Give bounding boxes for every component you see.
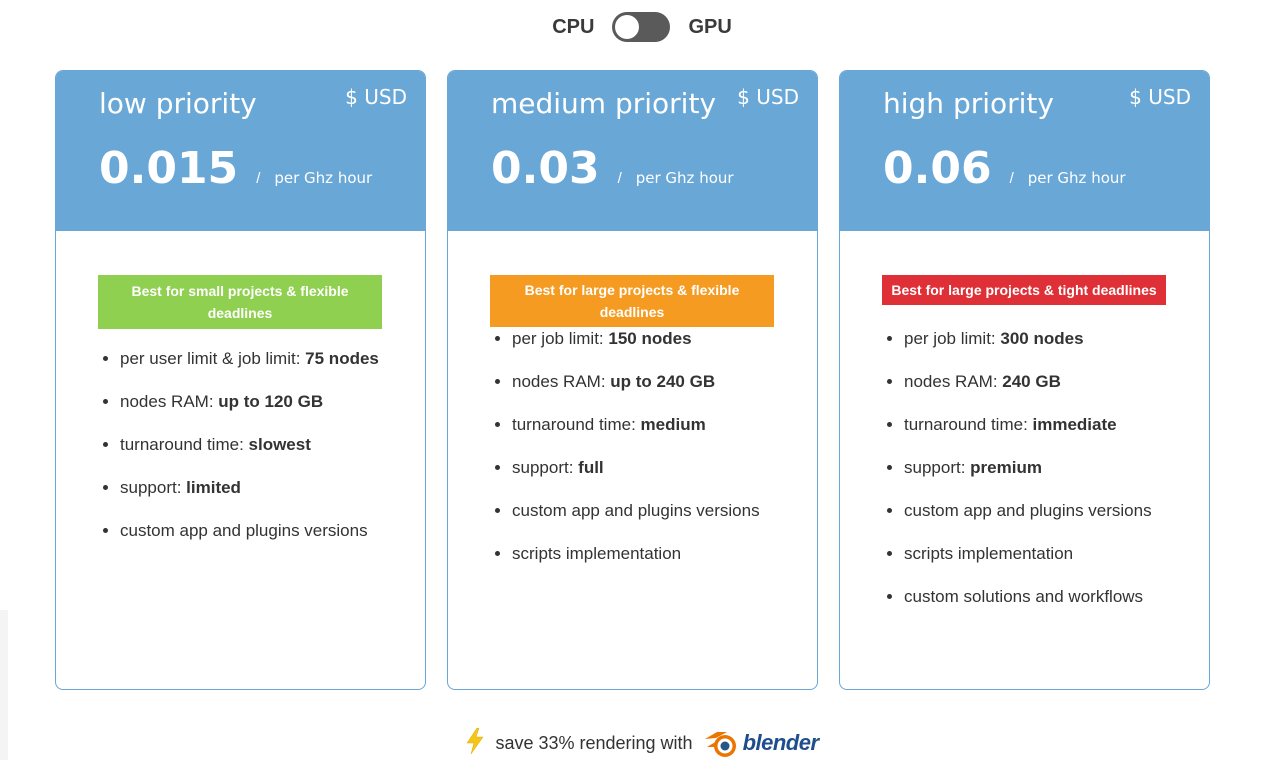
feature-list: per job limit: 300 nodes nodes RAM: 240 … [904,328,1164,629]
toggle-label-cpu: CPU [552,15,595,38]
feature-item: nodes RAM: 240 GB [904,371,1164,392]
plan-price: 0.03 [491,143,600,194]
lightning-bolt-icon [465,727,485,759]
feature-item: scripts implementation [512,543,772,564]
plan-card-low: low priority $ USD 0.015 / per Ghz hour … [55,70,426,690]
cpu-gpu-switch[interactable] [612,12,671,42]
price-slash: / [617,170,622,187]
blender-promo[interactable]: save 33% rendering with blender [0,727,1284,759]
feature-item: nodes RAM: up to 240 GB [512,371,772,392]
switch-knob [615,15,640,39]
feature-item: turnaround time: slowest [120,434,380,455]
page-edge-shadow [0,610,8,760]
price-slash: / [1009,170,1014,187]
feature-item: custom solutions and workflows [904,586,1164,607]
price-unit: per Ghz hour [1027,169,1126,187]
blender-wordmark: blender [742,730,819,755]
feature-item: nodes RAM: up to 120 GB [120,391,380,412]
cpu-gpu-toggle-row: CPU GPU [0,12,1284,42]
blender-logo-icon [704,732,736,757]
price-slash: / [256,170,261,187]
price-row: 0.03 / per Ghz hour [491,143,734,194]
feature-list: per user limit & job limit: 75 nodes nod… [120,348,380,563]
plan-header: low priority $ USD 0.015 / per Ghz hour [56,71,425,231]
plan-name: low priority [99,87,257,120]
plan-currency: $ USD [345,85,407,109]
feature-item: turnaround time: immediate [904,414,1164,435]
plan-badge: Best for small projects & flexible deadl… [98,275,382,329]
plan-price: 0.015 [99,143,239,194]
plan-header: high priority $ USD 0.06 / per Ghz hour [840,71,1209,231]
plan-header: medium priority $ USD 0.03 / per Ghz hou… [448,71,817,231]
plan-currency: $ USD [737,85,799,109]
toggle-label-gpu: GPU [688,15,732,38]
feature-item: per job limit: 300 nodes [904,328,1164,349]
plan-name: medium priority [491,87,717,120]
plan-card-high: high priority $ USD 0.06 / per Ghz hour … [839,70,1210,690]
feature-item: support: premium [904,457,1164,478]
plan-card-medium: medium priority $ USD 0.03 / per Ghz hou… [447,70,818,690]
feature-list: per job limit: 150 nodes nodes RAM: up t… [512,328,772,586]
price-row: 0.015 / per Ghz hour [99,143,372,194]
plan-currency: $ USD [1129,85,1191,109]
feature-item: per job limit: 150 nodes [512,328,772,349]
feature-item: per user limit & job limit: 75 nodes [120,348,380,369]
price-row: 0.06 / per Ghz hour [883,143,1126,194]
plan-name: high priority [883,87,1054,120]
plan-price: 0.06 [883,143,992,194]
plan-badge: Best for large projects & flexible deadl… [490,275,774,327]
feature-item: support: full [512,457,772,478]
feature-item: scripts implementation [904,543,1164,564]
feature-item: custom app and plugins versions [120,520,380,541]
plan-badge: Best for large projects & tight deadline… [882,275,1166,305]
promo-text: save 33% rendering with [495,732,693,753]
price-unit: per Ghz hour [274,169,373,187]
feature-item: support: limited [120,477,380,498]
feature-item: turnaround time: medium [512,414,772,435]
price-unit: per Ghz hour [635,169,734,187]
blender-logo: blender [703,727,819,759]
feature-item: custom app and plugins versions [904,500,1164,521]
feature-item: custom app and plugins versions [512,500,772,521]
